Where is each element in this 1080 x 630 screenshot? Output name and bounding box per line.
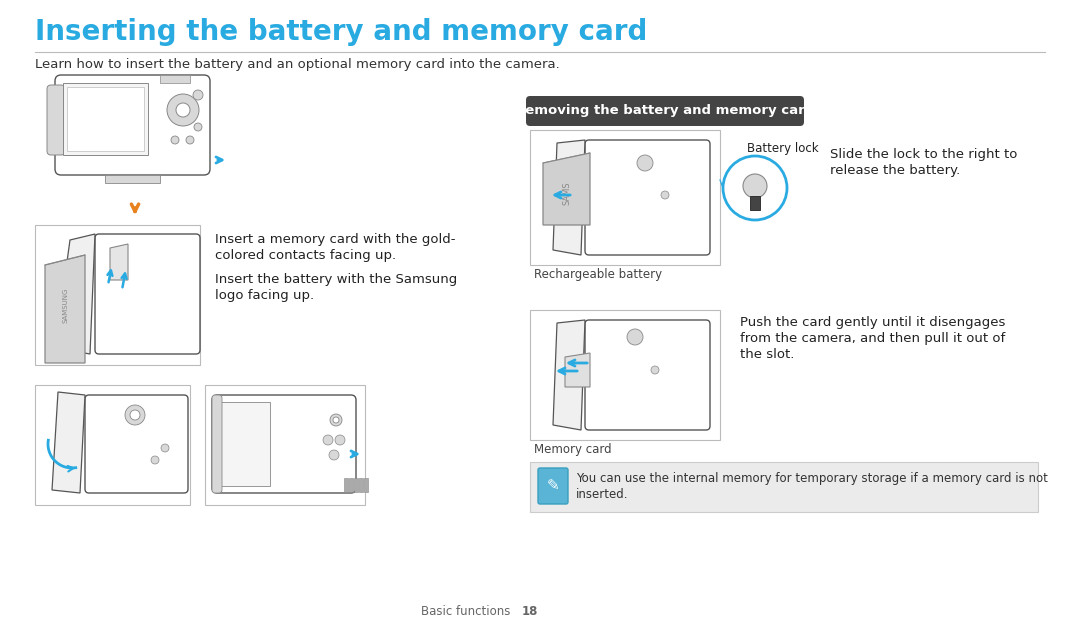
Polygon shape <box>565 353 590 387</box>
Text: You can use the internal memory for temporary storage if a memory card is not: You can use the internal memory for temp… <box>576 472 1048 485</box>
Polygon shape <box>55 234 95 354</box>
Text: inserted.: inserted. <box>576 488 629 501</box>
Text: colored contacts facing up.: colored contacts facing up. <box>215 249 396 262</box>
Bar <box>354 478 357 492</box>
Polygon shape <box>45 255 85 363</box>
Circle shape <box>723 156 787 220</box>
Text: Push the card gently until it disengages: Push the card gently until it disengages <box>740 316 1005 329</box>
Circle shape <box>637 155 653 171</box>
Bar <box>364 478 368 492</box>
Circle shape <box>335 435 345 445</box>
Circle shape <box>130 410 140 420</box>
Circle shape <box>627 329 643 345</box>
Text: ✎: ✎ <box>546 479 559 493</box>
Bar <box>349 478 353 492</box>
Text: Basic functions: Basic functions <box>420 605 510 618</box>
Bar <box>530 310 720 440</box>
Bar <box>35 225 200 365</box>
Text: Rechargeable battery: Rechargeable battery <box>534 268 662 281</box>
FancyBboxPatch shape <box>585 140 710 255</box>
Text: Memory card: Memory card <box>534 443 611 456</box>
Polygon shape <box>553 320 585 430</box>
Bar <box>35 385 190 505</box>
FancyBboxPatch shape <box>85 395 188 493</box>
Circle shape <box>651 366 659 374</box>
Text: the slot.: the slot. <box>740 348 795 361</box>
Bar <box>205 385 365 505</box>
Circle shape <box>193 90 203 100</box>
FancyBboxPatch shape <box>212 395 356 493</box>
Circle shape <box>171 136 179 144</box>
Text: release the battery.: release the battery. <box>831 164 960 177</box>
Text: Insert a memory card with the gold-: Insert a memory card with the gold- <box>215 233 456 246</box>
Circle shape <box>151 456 159 464</box>
Circle shape <box>323 435 333 445</box>
Circle shape <box>194 123 202 131</box>
Text: logo facing up.: logo facing up. <box>215 289 314 302</box>
FancyBboxPatch shape <box>48 85 65 155</box>
Bar <box>63 83 148 155</box>
Polygon shape <box>110 244 129 280</box>
Bar <box>220 402 270 486</box>
Bar <box>160 75 190 83</box>
Circle shape <box>743 174 767 198</box>
Polygon shape <box>543 153 590 225</box>
Circle shape <box>330 414 342 426</box>
Circle shape <box>329 450 339 460</box>
FancyBboxPatch shape <box>526 96 804 126</box>
Polygon shape <box>52 392 85 493</box>
Text: 18: 18 <box>522 605 538 618</box>
Text: Removing the battery and memory card: Removing the battery and memory card <box>515 104 814 117</box>
Text: SAMS: SAMS <box>563 181 571 205</box>
Text: Learn how to insert the battery and an optional memory card into the camera.: Learn how to insert the battery and an o… <box>35 58 559 71</box>
Bar <box>67 87 144 151</box>
Circle shape <box>125 405 145 425</box>
FancyBboxPatch shape <box>95 234 200 354</box>
Text: Insert the battery with the Samsung: Insert the battery with the Samsung <box>215 273 457 286</box>
Circle shape <box>333 417 339 423</box>
Text: Inserting the battery and memory card: Inserting the battery and memory card <box>35 18 647 46</box>
Circle shape <box>186 136 194 144</box>
FancyBboxPatch shape <box>585 320 710 430</box>
Circle shape <box>176 103 190 117</box>
Bar <box>750 196 760 210</box>
FancyBboxPatch shape <box>538 468 568 504</box>
Bar <box>359 478 363 492</box>
Bar <box>345 478 348 492</box>
Circle shape <box>161 444 168 452</box>
Bar <box>530 100 800 122</box>
Bar <box>530 462 1038 512</box>
Text: SAMSUNG: SAMSUNG <box>62 287 68 323</box>
Bar <box>105 175 160 183</box>
Bar <box>530 130 720 265</box>
Text: Battery lock: Battery lock <box>747 142 819 155</box>
Text: Slide the lock to the right to: Slide the lock to the right to <box>831 148 1017 161</box>
Circle shape <box>167 94 199 126</box>
FancyBboxPatch shape <box>55 75 210 175</box>
Text: from the camera, and then pull it out of: from the camera, and then pull it out of <box>740 332 1005 345</box>
Circle shape <box>661 191 669 199</box>
FancyBboxPatch shape <box>212 395 222 493</box>
Polygon shape <box>553 140 585 255</box>
